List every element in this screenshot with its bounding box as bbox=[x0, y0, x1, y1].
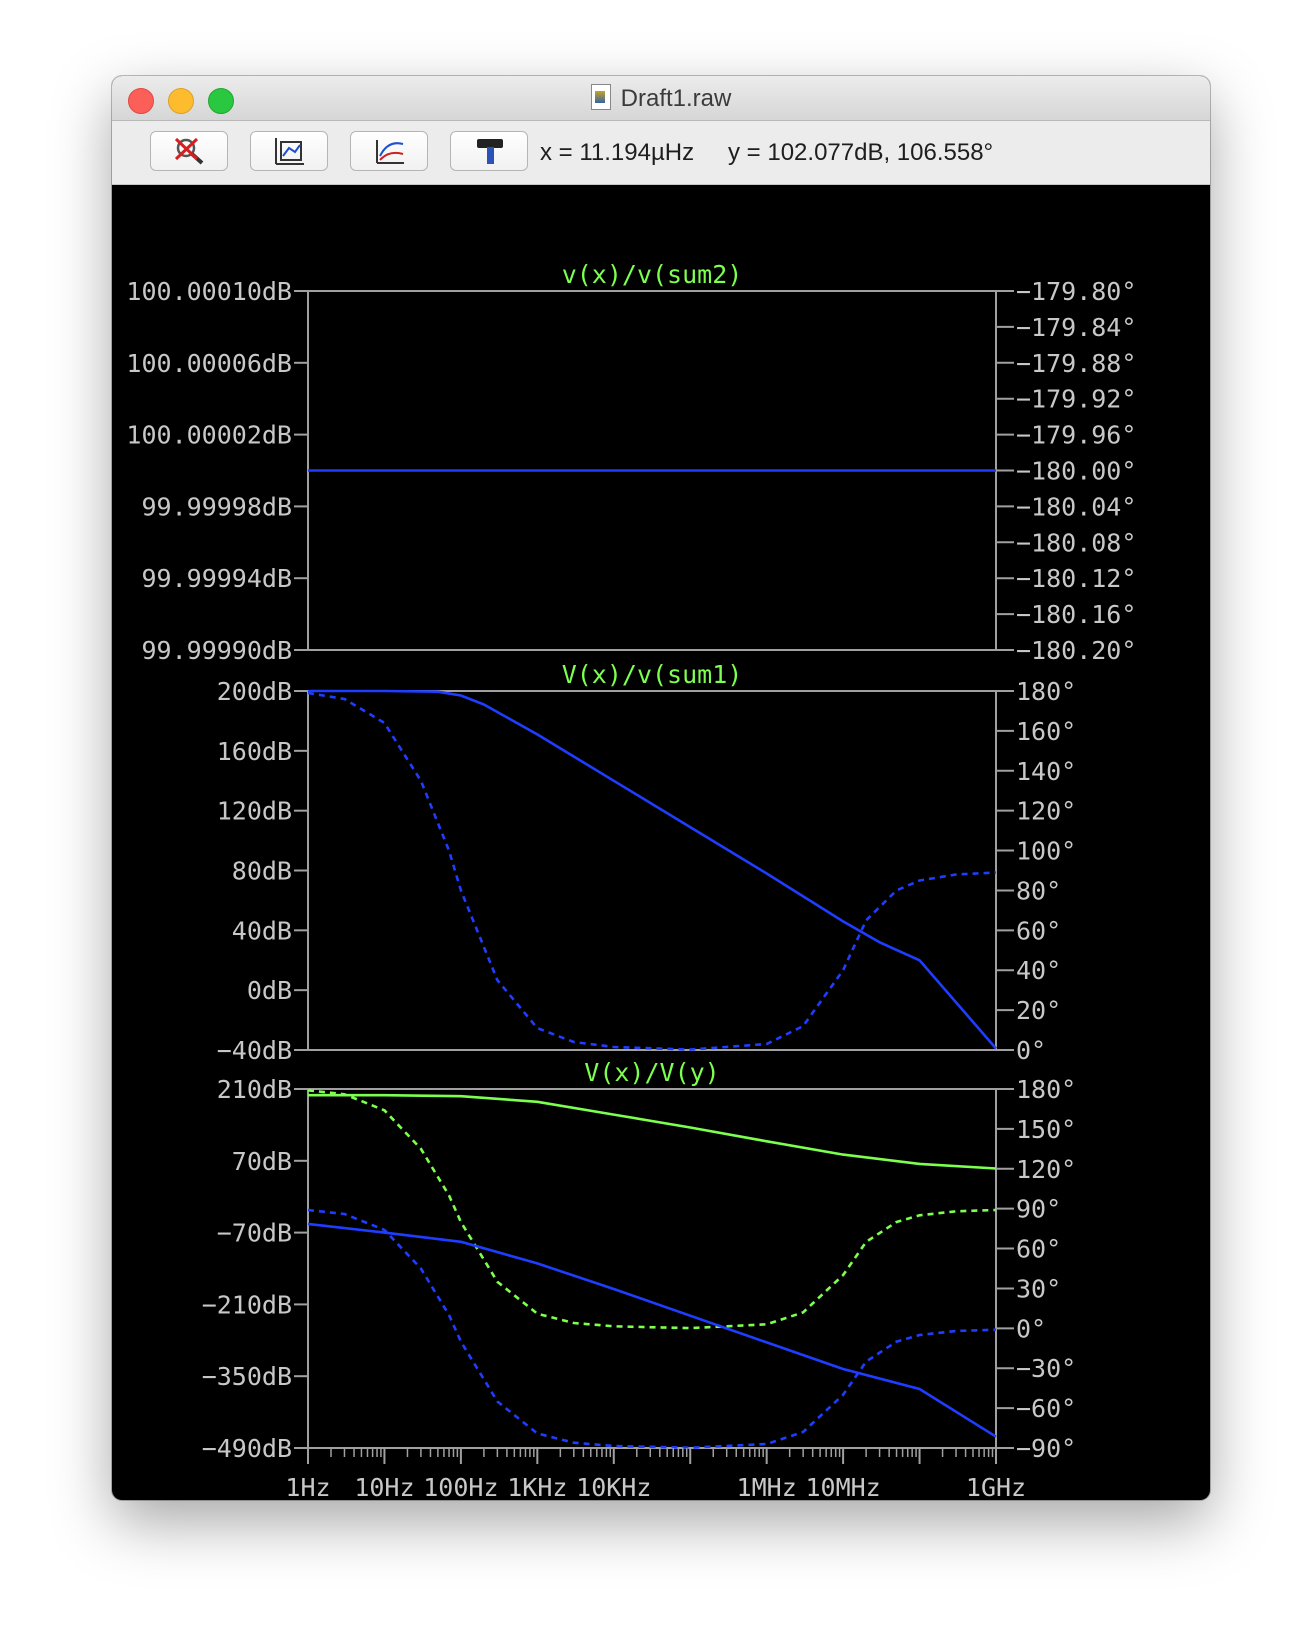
waveform-viewer-window: Draft1.raw bbox=[112, 76, 1210, 1500]
y2-tick-label: −179.88° bbox=[1016, 349, 1136, 378]
y2-tick-label: −180.20° bbox=[1016, 636, 1136, 665]
autorange-icon bbox=[275, 138, 304, 165]
plot-title: v(x)/v(sum2) bbox=[562, 260, 743, 289]
y2-tick-label: 60° bbox=[1016, 1235, 1061, 1264]
y2-tick-label: −179.84° bbox=[1016, 313, 1136, 342]
zoom-cancel-button[interactable] bbox=[150, 131, 228, 171]
y2-tick-label: 40° bbox=[1016, 956, 1061, 985]
magnitude-trace bbox=[308, 1093, 997, 1170]
y2-tick-label: −179.96° bbox=[1016, 421, 1136, 450]
toolbar: x = 11.194µHz y = 102.077dB, 106.558° bbox=[112, 121, 1210, 185]
y-tick-label: −490dB bbox=[202, 1434, 292, 1463]
y2-tick-label: 180° bbox=[1016, 677, 1076, 706]
x-tick-label: 1GHz bbox=[966, 1473, 1026, 1500]
y2-tick-label: −179.92° bbox=[1016, 385, 1136, 414]
y-tick-label: −210dB bbox=[202, 1290, 292, 1319]
y-tick-label: 99.99990dB bbox=[141, 636, 292, 665]
x-tick-label: 10Hz bbox=[354, 1473, 414, 1500]
plot-frame bbox=[307, 1088, 997, 1449]
y-tick-label: −70dB bbox=[217, 1219, 292, 1248]
zoom-cancel-icon bbox=[174, 137, 204, 165]
y-tick-label: −350dB bbox=[202, 1362, 292, 1391]
cursor-y-readout: y = 102.077dB, 106.558° bbox=[728, 139, 994, 166]
y-tick-label: −40dB bbox=[217, 1036, 292, 1065]
y2-tick-label: −180.12° bbox=[1016, 564, 1136, 593]
y2-tick-label: 120° bbox=[1016, 1155, 1076, 1184]
y2-tick-label: 80° bbox=[1016, 876, 1061, 905]
y-tick-label: 210dB bbox=[217, 1075, 292, 1104]
hammer-button[interactable] bbox=[450, 131, 528, 171]
y-tick-label: 99.99994dB bbox=[141, 564, 292, 593]
x-tick-label: 1Hz bbox=[285, 1473, 330, 1500]
y2-tick-label: −90° bbox=[1016, 1434, 1076, 1463]
magnitude-trace bbox=[308, 689, 997, 1050]
mark-data-points-button[interactable] bbox=[350, 131, 428, 171]
window-title: Draft1.raw bbox=[112, 84, 1210, 113]
y-tick-label: 200dB bbox=[217, 677, 292, 706]
y2-tick-label: −180.00° bbox=[1016, 457, 1136, 486]
y2-tick-label: 140° bbox=[1016, 757, 1076, 786]
y2-tick-label: 0° bbox=[1016, 1036, 1046, 1065]
zoom-button[interactable] bbox=[208, 88, 234, 114]
y-tick-label: 120dB bbox=[217, 797, 292, 826]
y-tick-label: 100.00006dB bbox=[126, 349, 292, 378]
title-bar: Draft1.raw bbox=[112, 76, 1210, 121]
y-tick-label: 70dB bbox=[232, 1147, 292, 1176]
phase-trace bbox=[307, 1089, 997, 1330]
y2-tick-label: 120° bbox=[1016, 797, 1076, 826]
y-tick-label: 0dB bbox=[247, 976, 292, 1005]
minimize-button[interactable] bbox=[168, 88, 194, 114]
y-tick-label: 80dB bbox=[232, 857, 292, 886]
y2-tick-label: −60° bbox=[1016, 1394, 1076, 1423]
autorange-button[interactable] bbox=[250, 131, 328, 171]
window-title-text: Draft1.raw bbox=[620, 85, 732, 112]
x-tick-label: 1KHz bbox=[507, 1473, 567, 1500]
x-tick-label: 10KHz bbox=[576, 1473, 651, 1500]
plot-title: V(x)/v(sum1) bbox=[562, 660, 743, 689]
y2-tick-label: 160° bbox=[1016, 717, 1076, 746]
phase-trace bbox=[307, 1208, 997, 1449]
magnitude-trace bbox=[307, 1222, 997, 1438]
y2-tick-label: −180.04° bbox=[1016, 492, 1136, 521]
x-tick-label: 1MHz bbox=[737, 1473, 797, 1500]
plot-frame bbox=[307, 690, 997, 1051]
close-button[interactable] bbox=[128, 88, 154, 114]
y2-tick-label: 0° bbox=[1016, 1314, 1046, 1343]
y2-tick-label: 180° bbox=[1016, 1075, 1076, 1104]
plot-title: V(x)/V(y) bbox=[584, 1058, 719, 1087]
plot-area[interactable]: v(x)/v(sum2) 100.00010dB 100.00006dB 100.00… bbox=[112, 185, 1210, 1500]
y2-tick-label: −30° bbox=[1016, 1354, 1076, 1383]
y2-tick-label: −180.16° bbox=[1016, 600, 1136, 629]
y2-tick-label: −180.08° bbox=[1016, 528, 1136, 557]
y2-tick-label: 150° bbox=[1016, 1115, 1076, 1144]
cursor-x-readout: x = 11.194µHz bbox=[540, 139, 695, 166]
y-tick-label: 100.00002dB bbox=[126, 421, 292, 450]
y-tick-label: 99.99998dB bbox=[141, 492, 292, 521]
y-tick-label: 160dB bbox=[217, 737, 292, 766]
x-tick-label: 100Hz bbox=[423, 1473, 498, 1500]
phase-trace bbox=[307, 691, 997, 1051]
y2-tick-label: 20° bbox=[1016, 996, 1061, 1025]
y2-tick-label: 100° bbox=[1016, 837, 1076, 866]
y2-tick-label: −179.80° bbox=[1016, 277, 1136, 306]
raw-file-icon bbox=[590, 84, 611, 110]
y2-tick-label: 90° bbox=[1016, 1195, 1061, 1224]
mark-data-points-icon bbox=[376, 140, 404, 164]
y-tick-label: 40dB bbox=[232, 916, 292, 945]
x-tick-label: 10MHz bbox=[805, 1473, 880, 1500]
hammer-icon bbox=[477, 139, 503, 164]
y-tick-label: 100.00010dB bbox=[126, 277, 292, 306]
y2-tick-label: 30° bbox=[1016, 1274, 1061, 1303]
y2-tick-label: 60° bbox=[1016, 916, 1061, 945]
